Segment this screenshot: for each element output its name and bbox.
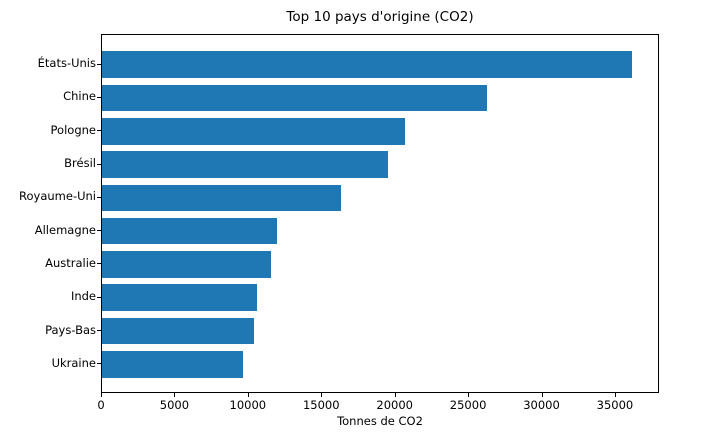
x-tick-label: 20000 bbox=[376, 398, 413, 412]
x-tick-label: 35000 bbox=[596, 398, 634, 412]
x-tick-label: 25000 bbox=[449, 398, 487, 412]
bar bbox=[102, 284, 258, 312]
bar bbox=[102, 317, 255, 345]
chart-title: Top 10 pays d'origine (CO2) bbox=[286, 9, 474, 25]
y-tick-label: États-Unis bbox=[37, 56, 96, 71]
x-tick-mark bbox=[468, 393, 470, 397]
bar bbox=[102, 117, 405, 145]
x-tick-mark bbox=[247, 393, 249, 397]
y-tick-label: Pays-Bas bbox=[45, 322, 96, 337]
x-tick-label: 0 bbox=[97, 398, 105, 412]
bar bbox=[102, 84, 487, 112]
y-tick-label: Australie bbox=[45, 255, 96, 270]
y-tick-label: Inde bbox=[70, 289, 96, 304]
y-tick-mark bbox=[97, 163, 101, 165]
x-tick-mark bbox=[321, 393, 323, 397]
x-axis-label: Tonnes de CO2 bbox=[337, 414, 423, 428]
y-tick-mark bbox=[97, 230, 101, 232]
x-tick-mark bbox=[101, 393, 102, 397]
bar bbox=[102, 184, 342, 212]
y-tick-mark bbox=[97, 330, 101, 332]
bar bbox=[102, 151, 389, 178]
y-tick-mark bbox=[97, 196, 101, 198]
x-tick-mark bbox=[394, 393, 396, 397]
x-tick-mark bbox=[541, 393, 543, 397]
bar bbox=[102, 51, 632, 78]
plot-area bbox=[101, 34, 659, 393]
bar bbox=[102, 217, 277, 245]
bar bbox=[102, 251, 271, 278]
y-tick-mark bbox=[97, 363, 101, 365]
y-tick-label: Royaume-Uni bbox=[19, 189, 96, 204]
y-tick-mark bbox=[97, 96, 101, 98]
y-tick-mark bbox=[97, 130, 101, 132]
y-tick-label: Pologne bbox=[50, 122, 96, 137]
x-tick-label: 5000 bbox=[159, 398, 190, 412]
bar bbox=[102, 351, 244, 378]
y-tick-label: Allemagne bbox=[34, 222, 96, 237]
y-tick-mark bbox=[97, 63, 101, 65]
y-tick-label: Ukraine bbox=[51, 355, 96, 370]
y-tick-label: Chine bbox=[63, 89, 96, 104]
x-tick-label: 10000 bbox=[229, 398, 267, 412]
x-tick-label: 30000 bbox=[523, 398, 560, 412]
x-tick-mark bbox=[174, 393, 176, 397]
y-tick-mark bbox=[97, 296, 101, 298]
x-tick-mark bbox=[614, 393, 616, 397]
y-tick-label: Brésil bbox=[64, 156, 96, 171]
x-tick-label: 15000 bbox=[302, 398, 340, 412]
y-tick-mark bbox=[97, 263, 101, 265]
